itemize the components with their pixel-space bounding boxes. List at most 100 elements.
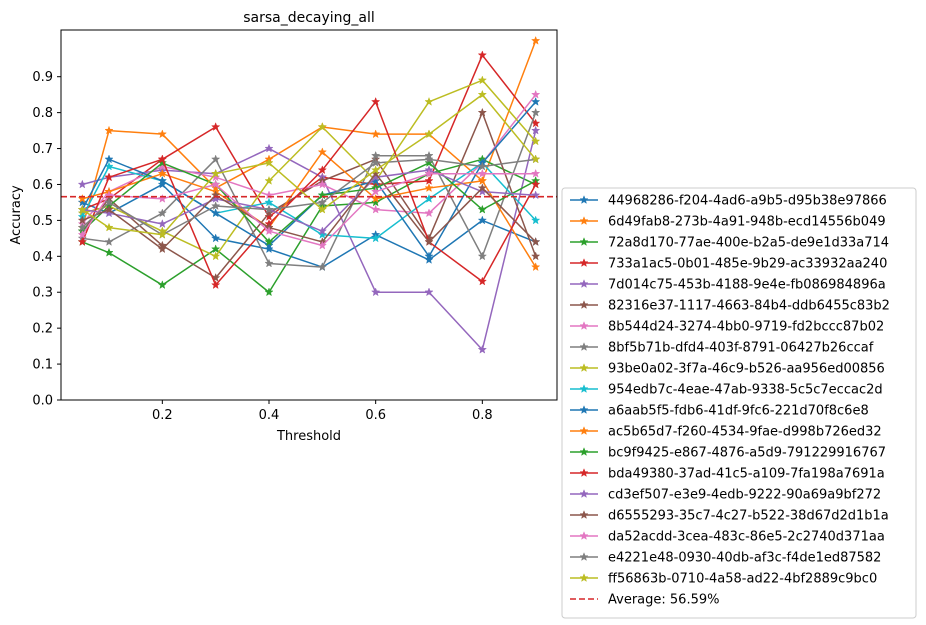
data-point [210,154,221,164]
legend-label: 8bf5b71b-dfd4-403f-8791-06427b26ccaf [608,341,874,356]
data-point [317,262,328,272]
data-point [157,168,168,178]
series-12 [77,147,541,272]
data-point [530,262,541,272]
data-point [530,168,541,178]
data-point [477,215,488,225]
data-point [210,179,221,189]
series-5 [77,125,541,354]
data-point [530,237,541,246]
legend-marker [579,573,589,582]
data-point [477,168,488,178]
y-tick-label: 0.5 [32,214,53,229]
legend-label: 8b544d24-3274-4bb0-9719-fd2bccc87b02 [608,320,884,335]
data-point [424,168,434,178]
y-tick-label: 0.4 [32,250,53,265]
data-point [264,157,274,167]
legend-marker [579,489,589,498]
x-tick-label: 0.2 [152,408,173,423]
y-tick-label: 0.2 [32,322,53,337]
data-point [264,226,274,236]
data-point [104,204,114,214]
data-point [424,129,434,139]
data-point [370,197,381,207]
legend-item: bda49380-37ad-41c5-a109-7fa198a7691a [570,467,885,482]
data-point [424,251,434,261]
data-point [264,175,274,185]
data-point [210,208,221,218]
data-point [317,240,328,250]
data-point [424,96,434,106]
data-point [264,237,274,246]
series-17 [77,168,541,250]
data-point [210,251,221,261]
legend-marker [579,279,589,288]
legend-marker [579,216,589,225]
data-point [264,204,274,214]
data-point [157,208,168,218]
data-point [210,122,221,131]
series-line [81,111,537,279]
data-point [370,172,381,182]
y-axis: 0.0 0.1 0.2 0.3 0.4 0.5 0.6 0.7 0.8 0.9 [32,70,61,409]
legend-item: cd3ef507-e3e9-4edb-9222-90a69a9bf272 [570,488,881,503]
data-point [77,229,88,239]
y-tick-label: 0.9 [32,70,53,85]
data-point [530,251,541,261]
data-point [530,107,541,117]
legend-item: 93be0a02-3f7a-46c9-b526-aa956ed00856 [570,362,885,377]
legend-item: bc9f9425-e867-4876-a5d9-791229916767 [570,446,886,461]
y-axis-label: Accuracy [9,185,24,245]
data-point [477,183,488,193]
legend-marker [579,321,589,330]
legend-item: 7d014c75-453b-4188-9e4e-fb086984896a [570,278,886,293]
data-point [157,229,168,239]
data-point [424,183,434,193]
legend-label: 6d49fab8-273b-4a91-948b-ecd14556b049 [608,215,886,230]
data-point [370,96,381,106]
series-line [81,158,536,236]
data-point [424,254,434,264]
legend-marker [579,342,589,351]
data-point [210,168,221,178]
plot-area [61,35,557,354]
legend: 44968286-f204-4ad6-a9b5-d95b38e97866 6d49… [561,187,917,619]
data-point [104,237,114,246]
data-point [424,287,434,297]
legend-item: e4221e48-0930-40db-af3c-f4de1ed87582 [570,551,881,566]
data-point [424,154,434,164]
data-point [210,233,221,243]
data-point [77,204,88,214]
data-point [424,157,434,167]
data-point [104,125,114,135]
data-point [530,96,541,106]
legend-label: a6aab5f5-fdb6-41df-9fc6-221d70f8c6e8 [608,404,869,419]
series-line [81,162,537,243]
series-line [82,158,536,293]
legend-marker [579,531,589,540]
legend-label: 82316e37-1117-4663-84b4-ddb6455c83b2 [608,299,890,314]
legend-label: 72a8d170-77ae-400e-b2a5-de9e1d33a714 [608,236,889,251]
legend-label: bc9f9425-e867-4876-a5d9-791229916767 [608,446,886,461]
series-line [82,169,536,232]
plot-frame [60,29,558,401]
x-axis: 0.2 0.4 0.6 0.8 [152,400,493,423]
legend-marker [579,447,589,456]
data-point [530,190,541,200]
legend-marker [579,405,589,414]
series-line [81,40,537,228]
data-point [157,175,168,185]
data-point [104,172,114,182]
data-point [157,244,168,254]
data-point [157,219,168,228]
legend-label: cd3ef507-e3e9-4edb-9222-90a69a9bf272 [608,488,881,503]
data-point [477,276,488,286]
data-point [370,165,381,175]
data-point [264,208,274,218]
data-point [477,161,488,171]
data-point [370,186,381,196]
data-point [77,197,88,207]
legend-label: 44968286-f204-4ad6-a9b5-d95b38e97866 [608,194,887,209]
data-point [264,211,274,221]
